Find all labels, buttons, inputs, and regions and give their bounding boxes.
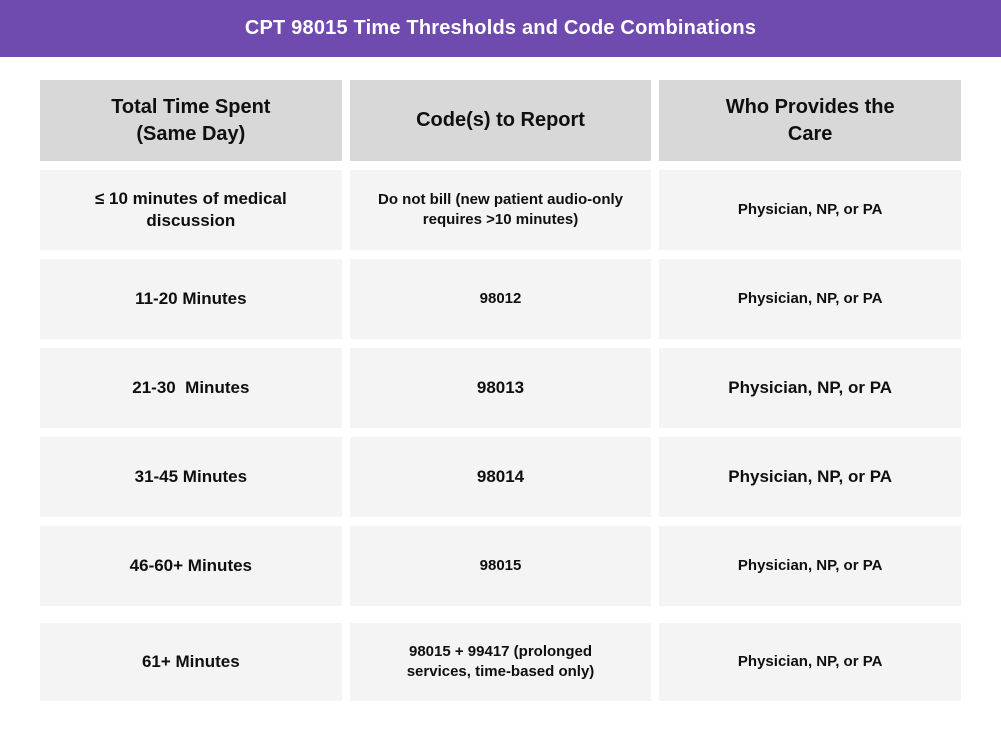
code-cell: 98014 [349, 437, 652, 517]
code-value: 98014 [476, 466, 525, 486]
table-row: 61+ Minutes 98015 + 99417 (prolonged ser… [40, 623, 962, 701]
provider-value: Physician, NP, or PA [728, 377, 893, 397]
table-row: ≤ 10 minutes of medical discussion Do no… [40, 170, 962, 250]
code-cell: 98015 [349, 526, 652, 606]
table-row: 11-20 Minutes 98012 Physician, NP, or PA [40, 259, 962, 339]
code-value: 98015 + 99417 (prolonged services, time-… [406, 643, 597, 680]
table-row: 46-60+ Minutes 98015 Physician, NP, or P… [40, 526, 962, 606]
time-value: 11-20 Minutes [135, 288, 247, 308]
code-cell: 98015 + 99417 (prolonged services, time-… [349, 623, 652, 701]
provider-cell: Physician, NP, or PA [659, 437, 962, 517]
code-value: 98013 [476, 377, 525, 397]
column-header-provider-label: Who Provides the Care [725, 96, 901, 145]
column-header-codes: Code(s) to Report [349, 80, 652, 161]
column-header-codes-label: Code(s) to Report [416, 109, 585, 132]
title-banner: CPT 98015 Time Thresholds and Code Combi… [0, 0, 1001, 57]
column-header-total-time: Total Time Spent (Same Day) [40, 80, 342, 161]
provider-cell: Physician, NP, or PA [659, 170, 962, 250]
time-value: 21-30 Minutes [132, 377, 250, 397]
provider-cell: Physician, NP, or PA [659, 623, 962, 701]
time-value: ≤ 10 minutes of medical discussion [95, 188, 292, 230]
provider-cell: Physician, NP, or PA [659, 348, 962, 428]
code-cell: 98012 [349, 259, 652, 339]
provider-value: Physician, NP, or PA [737, 653, 883, 671]
provider-cell: Physician, NP, or PA [659, 526, 962, 606]
page-title: CPT 98015 Time Thresholds and Code Combi… [244, 17, 757, 39]
code-value: Do not bill (new patient audio-only requ… [378, 191, 628, 228]
time-value: 31-45 Minutes [134, 466, 248, 486]
code-cell: 98013 [349, 348, 652, 428]
provider-value: Physician, NP, or PA [737, 557, 883, 575]
time-cell: 46-60+ Minutes [40, 526, 342, 606]
table-header-row: Total Time Spent (Same Day) Code(s) to R… [40, 80, 962, 161]
code-cell: Do not bill (new patient audio-only requ… [349, 170, 652, 250]
time-cell: 21-30 Minutes [40, 348, 342, 428]
time-cell: ≤ 10 minutes of medical discussion [40, 170, 342, 250]
provider-value: Physician, NP, or PA [737, 290, 883, 308]
code-value: 98015 [479, 557, 522, 575]
time-value: 61+ Minutes [141, 651, 240, 671]
provider-cell: Physician, NP, or PA [659, 259, 962, 339]
code-value: 98012 [479, 290, 522, 308]
column-header-total-time-label: Total Time Spent (Same Day) [111, 96, 277, 145]
time-cell: 31-45 Minutes [40, 437, 342, 517]
time-value: 46-60+ Minutes [129, 555, 253, 575]
time-cell: 11-20 Minutes [40, 259, 342, 339]
table-row: 31-45 Minutes 98014 Physician, NP, or PA [40, 437, 962, 517]
provider-value: Physician, NP, or PA [728, 466, 893, 486]
table-row: 21-30 Minutes 98013 Physician, NP, or PA [40, 348, 962, 428]
column-header-provider: Who Provides the Care [659, 80, 962, 161]
provider-value: Physician, NP, or PA [737, 201, 883, 219]
time-cell: 61+ Minutes [40, 623, 342, 701]
cpt-threshold-table: Total Time Spent (Same Day) Code(s) to R… [40, 80, 962, 701]
